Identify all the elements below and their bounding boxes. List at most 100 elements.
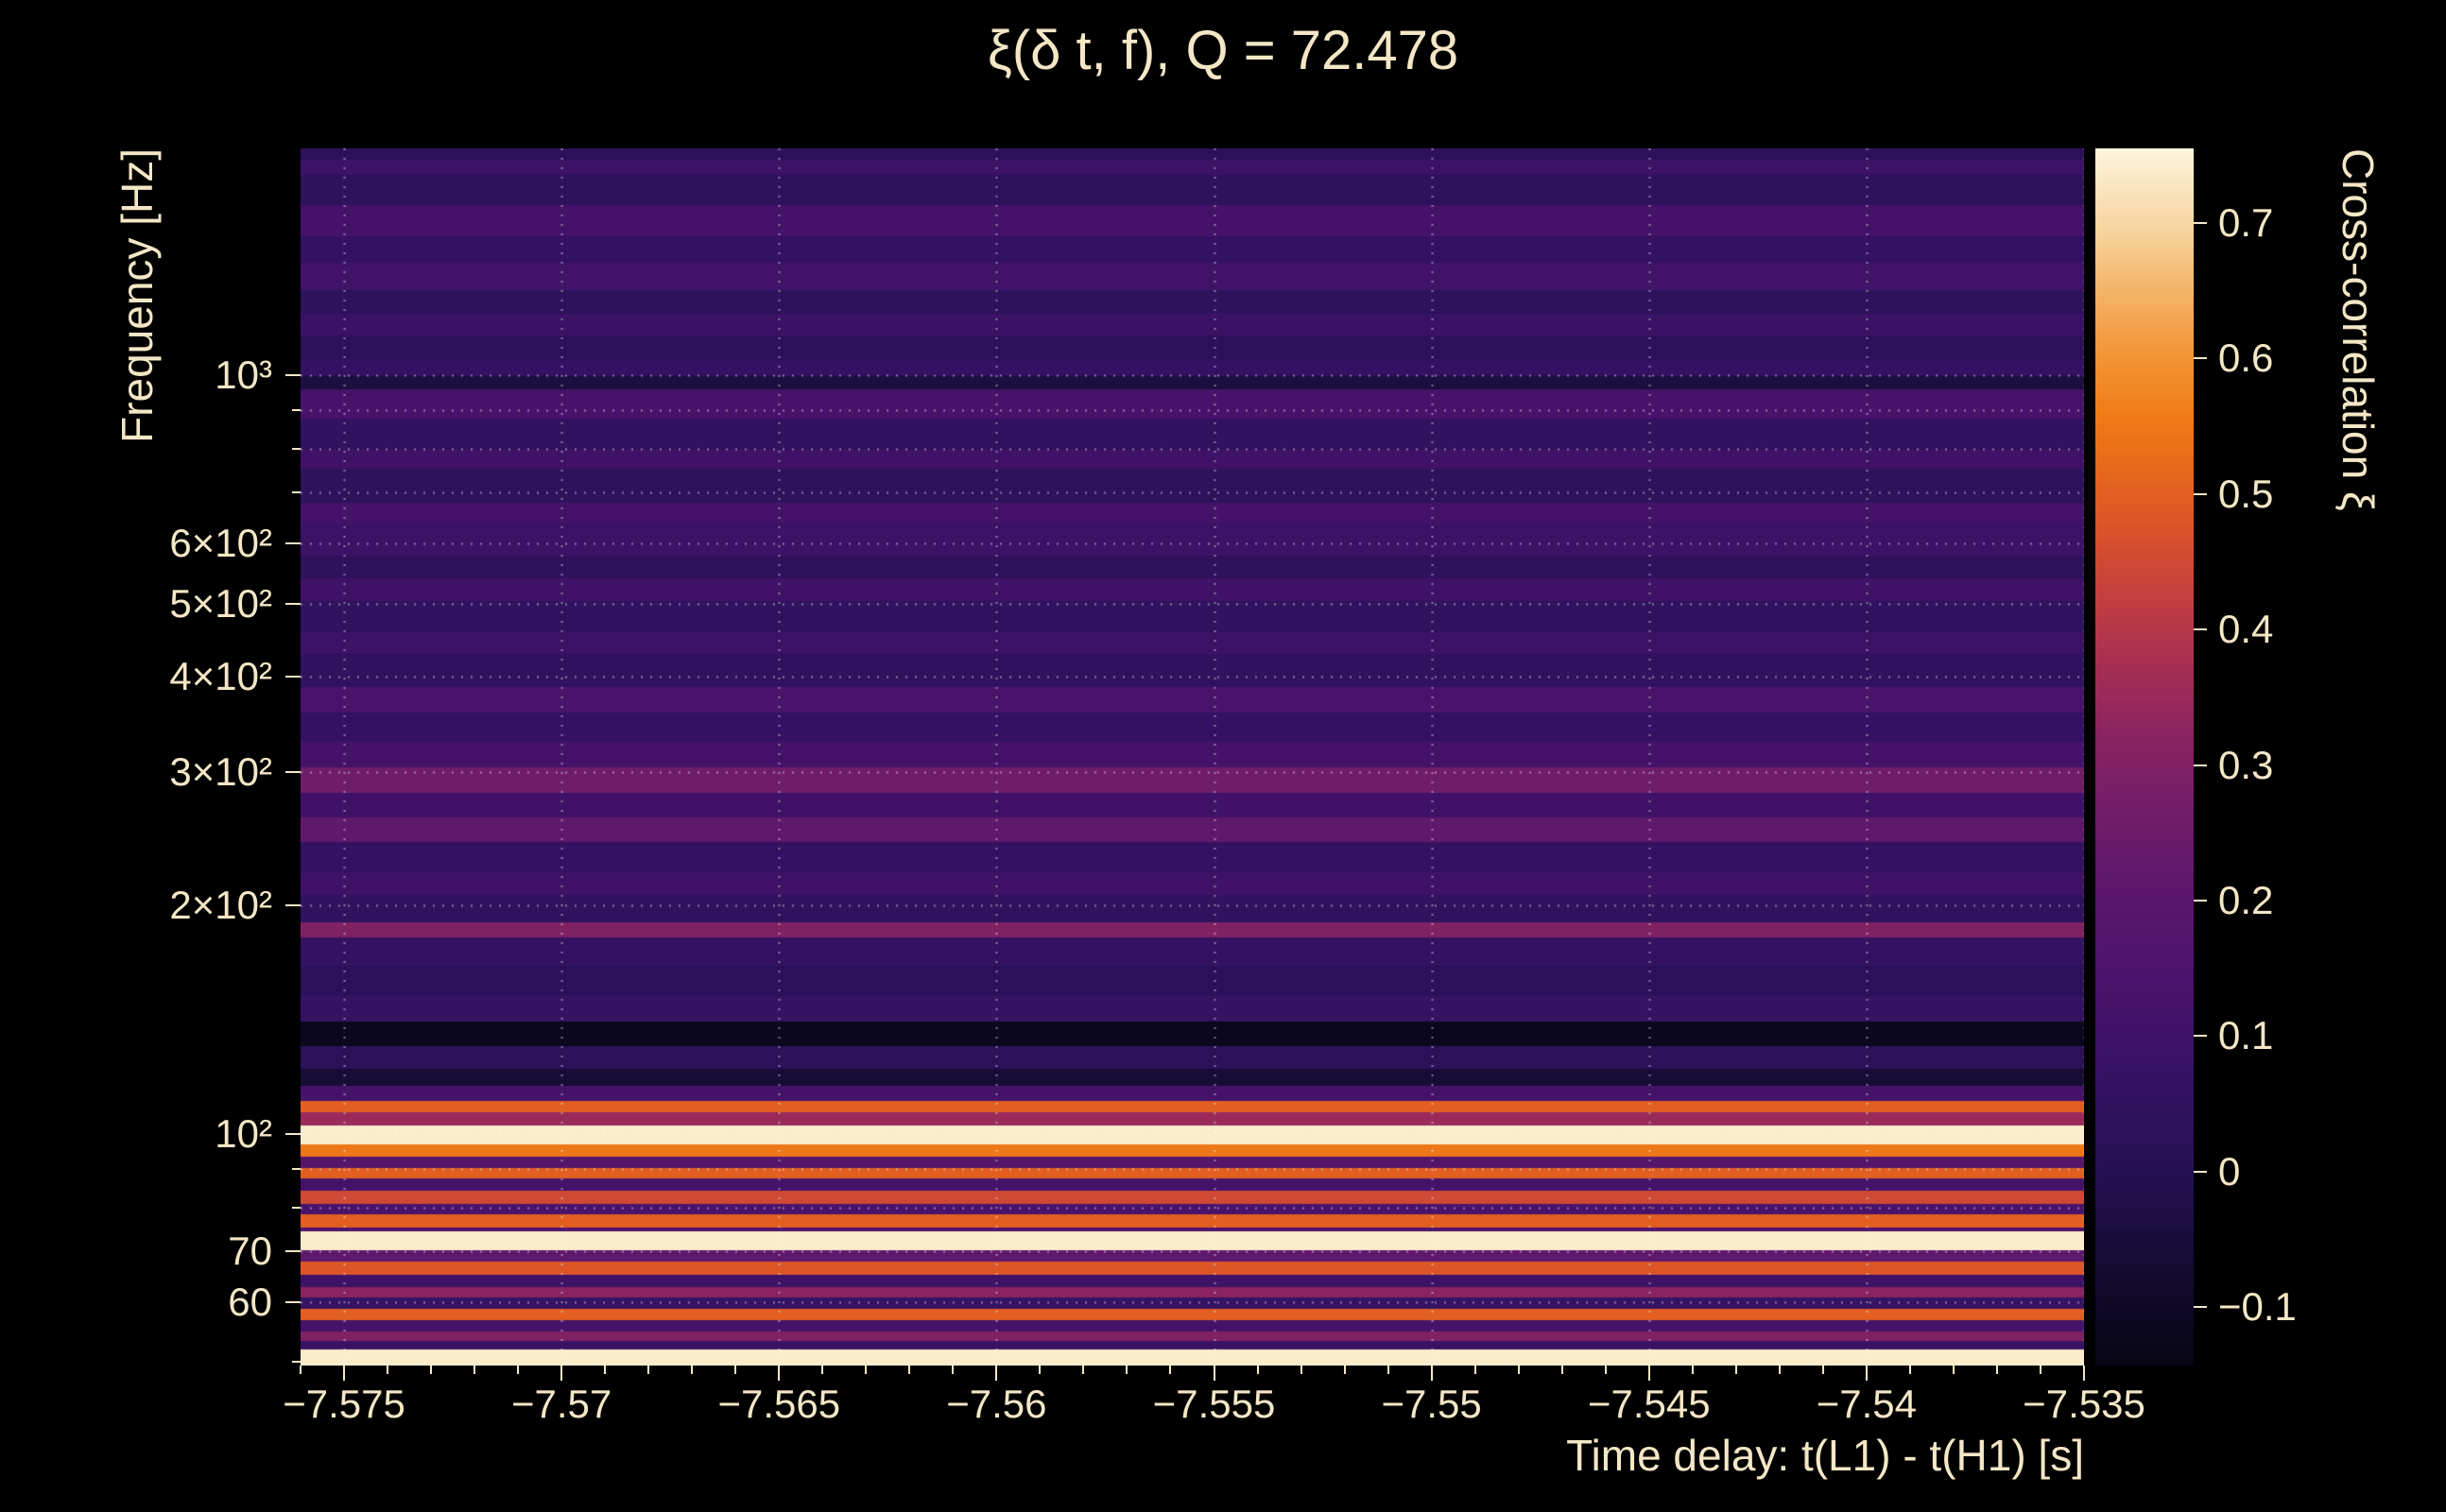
chart-title: ξ(δ t, f), Q = 72.478 bbox=[987, 20, 1459, 81]
colorbar-tick bbox=[2194, 1035, 2207, 1038]
x-minor-tick bbox=[1517, 1366, 1520, 1374]
x-tick-label: −7.56 bbox=[946, 1382, 1047, 1426]
colorbar bbox=[2095, 148, 2194, 1366]
x-minor-tick bbox=[300, 1366, 301, 1374]
y-tick bbox=[285, 1132, 301, 1135]
x-tick bbox=[1213, 1366, 1215, 1381]
x-minor-tick bbox=[1473, 1366, 1476, 1374]
y-tick bbox=[285, 676, 301, 679]
x-tick bbox=[2083, 1366, 2085, 1381]
y-tick-label: 10³ bbox=[215, 352, 272, 397]
x-minor-tick bbox=[647, 1366, 650, 1374]
y-tick-label: 70 bbox=[228, 1228, 272, 1274]
y-tick bbox=[285, 602, 301, 605]
y-tick bbox=[285, 1300, 301, 1303]
colorbar-tick-label: 0.7 bbox=[2218, 199, 2274, 245]
x-minor-tick bbox=[474, 1366, 476, 1374]
colorbar-tick bbox=[2194, 628, 2207, 631]
y-tick-label: 4×10² bbox=[169, 654, 272, 699]
y-minor-tick bbox=[292, 1361, 301, 1364]
x-tick-label: −7.545 bbox=[1587, 1382, 1711, 1426]
y-minor-tick bbox=[292, 447, 301, 450]
x-minor-tick bbox=[1039, 1366, 1042, 1374]
x-tick-label: −7.535 bbox=[2023, 1382, 2145, 1426]
heatmap-plot bbox=[301, 148, 2084, 1366]
y-minor-tick bbox=[292, 408, 301, 411]
x-minor-tick bbox=[1908, 1366, 1911, 1374]
y-tick-label: 6×10² bbox=[169, 521, 272, 566]
colorbar-tick bbox=[2194, 1306, 2207, 1309]
y-tick bbox=[285, 542, 301, 545]
y-axis-label: Frequency [Hz] bbox=[112, 148, 162, 443]
x-tick bbox=[995, 1366, 998, 1381]
y-minor-tick bbox=[292, 1206, 301, 1209]
x-tick-label: −7.555 bbox=[1152, 1382, 1276, 1426]
y-tick bbox=[285, 904, 301, 907]
x-tick bbox=[343, 1366, 346, 1381]
x-minor-tick bbox=[691, 1366, 694, 1374]
x-minor-tick bbox=[1256, 1366, 1259, 1374]
x-minor-tick bbox=[517, 1366, 520, 1374]
x-minor-tick bbox=[1300, 1366, 1302, 1374]
x-tick bbox=[1865, 1366, 1868, 1381]
colorbar-tick-label: 0.3 bbox=[2218, 742, 2274, 787]
colorbar-tick-label: 0.5 bbox=[2218, 471, 2274, 516]
x-minor-tick bbox=[1778, 1366, 1781, 1374]
x-minor-tick bbox=[1387, 1366, 1389, 1374]
x-minor-tick bbox=[1560, 1366, 1563, 1374]
x-tick bbox=[560, 1366, 563, 1381]
heatmap-canvas bbox=[301, 148, 2084, 1366]
colorbar-canvas bbox=[2095, 148, 2194, 1366]
y-minor-tick bbox=[292, 491, 301, 494]
x-tick-label: −7.565 bbox=[717, 1382, 841, 1426]
y-tick-label: 5×10² bbox=[169, 580, 272, 626]
x-minor-tick bbox=[387, 1366, 389, 1374]
x-tick-label: −7.57 bbox=[511, 1382, 612, 1426]
colorbar-tick-label: 0.1 bbox=[2218, 1013, 2274, 1058]
y-tick-label: 60 bbox=[228, 1279, 272, 1324]
x-minor-tick bbox=[734, 1366, 737, 1374]
y-tick bbox=[285, 373, 301, 376]
x-minor-tick bbox=[430, 1366, 433, 1374]
colorbar-tick bbox=[2194, 221, 2207, 224]
x-minor-tick bbox=[1995, 1366, 1998, 1374]
colorbar-tick-label: 0.2 bbox=[2218, 878, 2274, 923]
y-minor-tick bbox=[292, 1167, 301, 1170]
x-axis-label: Time delay: t(L1) - t(H1) [s] bbox=[1566, 1431, 2084, 1480]
x-minor-tick bbox=[908, 1366, 911, 1374]
x-minor-tick bbox=[604, 1366, 607, 1374]
x-tick bbox=[778, 1366, 781, 1381]
x-minor-tick bbox=[821, 1366, 824, 1374]
colorbar-tick-label: 0 bbox=[2218, 1148, 2241, 1194]
x-minor-tick bbox=[1734, 1366, 1737, 1374]
x-tick-label: −7.575 bbox=[283, 1382, 405, 1426]
x-minor-tick bbox=[1343, 1366, 1346, 1374]
colorbar-tick bbox=[2194, 492, 2207, 495]
colorbar-tick bbox=[2194, 900, 2207, 902]
x-tick bbox=[1647, 1366, 1650, 1381]
x-minor-tick bbox=[1821, 1366, 1824, 1374]
x-minor-tick bbox=[1082, 1366, 1085, 1374]
x-minor-tick bbox=[1126, 1366, 1128, 1374]
x-tick-label: −7.54 bbox=[1816, 1382, 1918, 1426]
y-tick-label: 3×10² bbox=[169, 748, 272, 794]
y-tick-label: 2×10² bbox=[169, 883, 272, 928]
colorbar-tick bbox=[2194, 1170, 2207, 1173]
x-minor-tick bbox=[1952, 1366, 1955, 1374]
colorbar-label: Cross-correlation ξ bbox=[2334, 148, 2383, 511]
colorbar-tick-label: 0.4 bbox=[2218, 607, 2274, 652]
y-tick bbox=[285, 1250, 301, 1253]
colorbar-tick-label: 0.6 bbox=[2218, 335, 2274, 381]
x-minor-tick bbox=[952, 1366, 955, 1374]
y-tick bbox=[285, 770, 301, 773]
x-minor-tick bbox=[1691, 1366, 1694, 1374]
x-tick bbox=[1430, 1366, 1433, 1381]
y-tick-label: 10² bbox=[215, 1110, 272, 1156]
x-minor-tick bbox=[1169, 1366, 1172, 1374]
x-minor-tick bbox=[1604, 1366, 1607, 1374]
colorbar-tick-label: −0.1 bbox=[2218, 1284, 2297, 1330]
colorbar-tick bbox=[2194, 357, 2207, 360]
x-minor-tick bbox=[2039, 1366, 2041, 1374]
colorbar-tick bbox=[2194, 764, 2207, 766]
